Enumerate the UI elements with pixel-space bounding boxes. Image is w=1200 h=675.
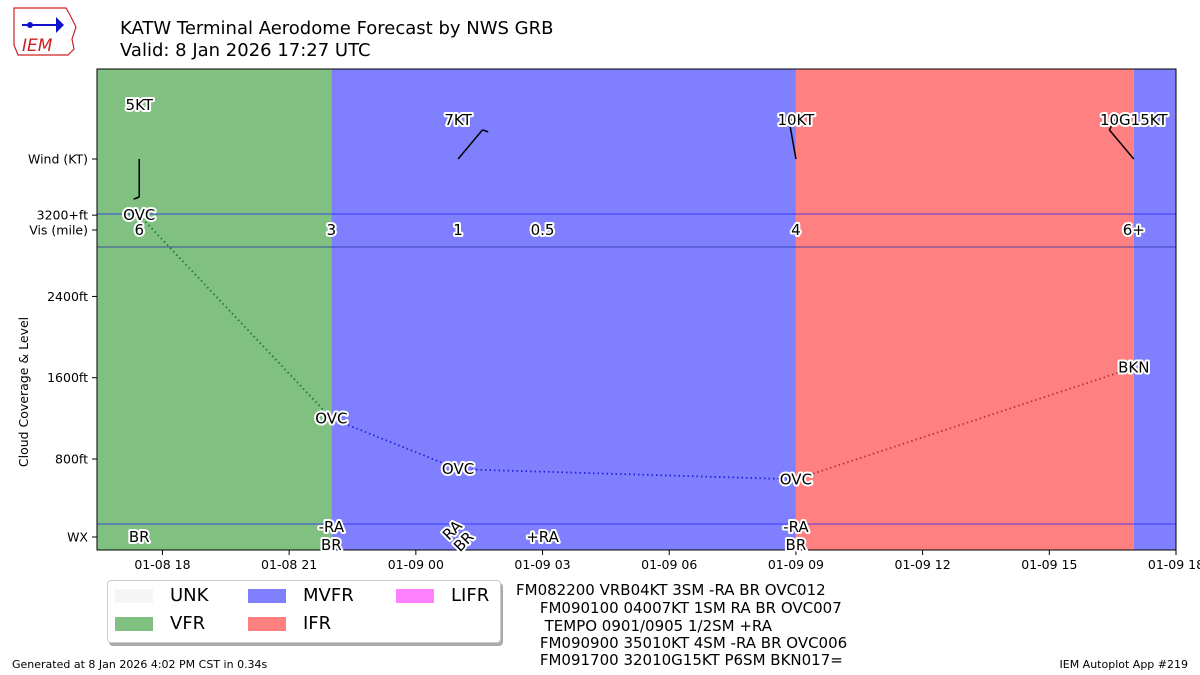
wind-barb-staff [788,121,797,160]
x-tick-label: 01-09 12 [895,557,951,572]
title-text: KATW Terminal Aerodome Forecast by NWS G… [120,18,554,39]
legend-label: IFR [303,613,332,634]
category-band-mvfr [1133,69,1176,550]
wind-label: 10G15KT [1100,111,1168,129]
y-tick-label: 2400ft [47,289,88,304]
taf-line: TEMPO 0901/0905 1/2SM +RA [516,617,772,635]
legend-swatch [396,589,434,603]
y-tick-label: 1600ft [47,370,88,385]
wind-label: 7KT [444,111,472,129]
y-label-wind: Wind (KT) [28,152,88,167]
legend-label: LIFR [451,585,490,606]
vis-label: 0.5 [531,221,555,239]
x-tick-label: 01-09 03 [514,557,570,572]
taf-line: FM090100 04007KT 1SM RA BR OVC007 [516,599,842,617]
category-band-ifr [795,69,1134,550]
vis-label: 6 [134,221,144,239]
legend-swatch [115,589,153,603]
cloud-label: OVC [315,409,347,427]
x-tick-label: 01-09 18 [1148,557,1200,572]
legend-swatch [115,617,153,631]
x-tick-label: 01-08 21 [261,557,317,572]
x-tick-label: 01-09 09 [768,557,824,572]
chart-title: KATW Terminal Aerodome Forecast by NWS G… [120,18,553,62]
x-tick-label: 01-09 06 [641,557,697,572]
wind-barb-flag [1108,119,1116,131]
wx-label: BR [786,536,807,554]
category-band-mvfr [331,69,796,550]
valid-time: Valid: 8 Jan 2026 17:27 UTC [120,40,371,61]
vis-label: 6+ [1123,221,1145,239]
y-label-wx: WX [67,530,88,545]
category-band-vfr [97,69,332,550]
logo-text: IEM [22,36,53,56]
cloud-trend-line [331,417,459,470]
legend-item-mvfr: MVFR [248,586,354,606]
cloud-label: OVC [442,460,474,478]
wx-label: +RA [526,528,559,546]
vis-label: 1 [453,221,463,239]
legend-item-unk: UNK [115,586,208,606]
cloud-trend-line [138,214,333,419]
wx-label: BR [129,528,150,546]
cloud-label: BKN [1118,359,1149,377]
x-tick-label: 01-09 15 [1021,557,1077,572]
iem-logo: IEM [13,7,77,56]
legend-item-lifr: LIFR [396,586,489,606]
axes-frame [96,68,1177,551]
legend-item-vfr: VFR [115,614,205,634]
vis-label: 3 [327,221,337,239]
app-label: IEM Autoplot App #219 [1059,658,1189,671]
generated-note: Generated at 8 Jan 2026 4:02 PM CST in 0… [12,658,268,671]
legend-swatch [248,589,286,603]
y-tick-label: 3200+ft [37,208,88,223]
x-tick-label: 01-08 18 [134,557,190,572]
legend-label: UNK [170,585,209,606]
wind-barb-staff [1108,129,1135,160]
taf-line: FM082200 VRB04KT 3SM -RA BR OVC012 [516,581,826,599]
wx-label: -RA [783,518,809,536]
wind-barb-flag [133,196,140,200]
wind-barb-flag [788,114,801,123]
cloud-label: OVC [780,470,812,488]
y-label-cloud: Cloud Coverage & Level [16,317,31,467]
wind-label: 5KT [126,96,154,114]
y-label-vis: Vis (mile) [29,223,88,238]
vis-label: 4 [791,221,801,239]
legend-label: VFR [170,613,206,634]
legend-swatch [248,617,286,631]
wind-label: 10KT [777,111,815,129]
taf-line: FM090900 35010KT 4SM -RA BR OVC006 [516,634,848,652]
x-tick-label: 01-09 00 [388,557,444,572]
wind-barb-flag [482,129,489,133]
legend-item-ifr: IFR [248,614,331,634]
wx-label: -RA [319,518,345,536]
taf-line: FM091700 32010G15KT P6SM BKN017= [516,651,843,669]
wx-label: BR [321,536,342,554]
y-tick-label: 800ft [55,452,88,467]
cloud-label: OVC [123,206,155,224]
legend: UNK VFR MVFR IFR LIFR [107,580,501,643]
legend-label: MVFR [303,585,354,606]
cloud-trend-line [795,366,1135,481]
wind-barb-staff [457,129,484,160]
